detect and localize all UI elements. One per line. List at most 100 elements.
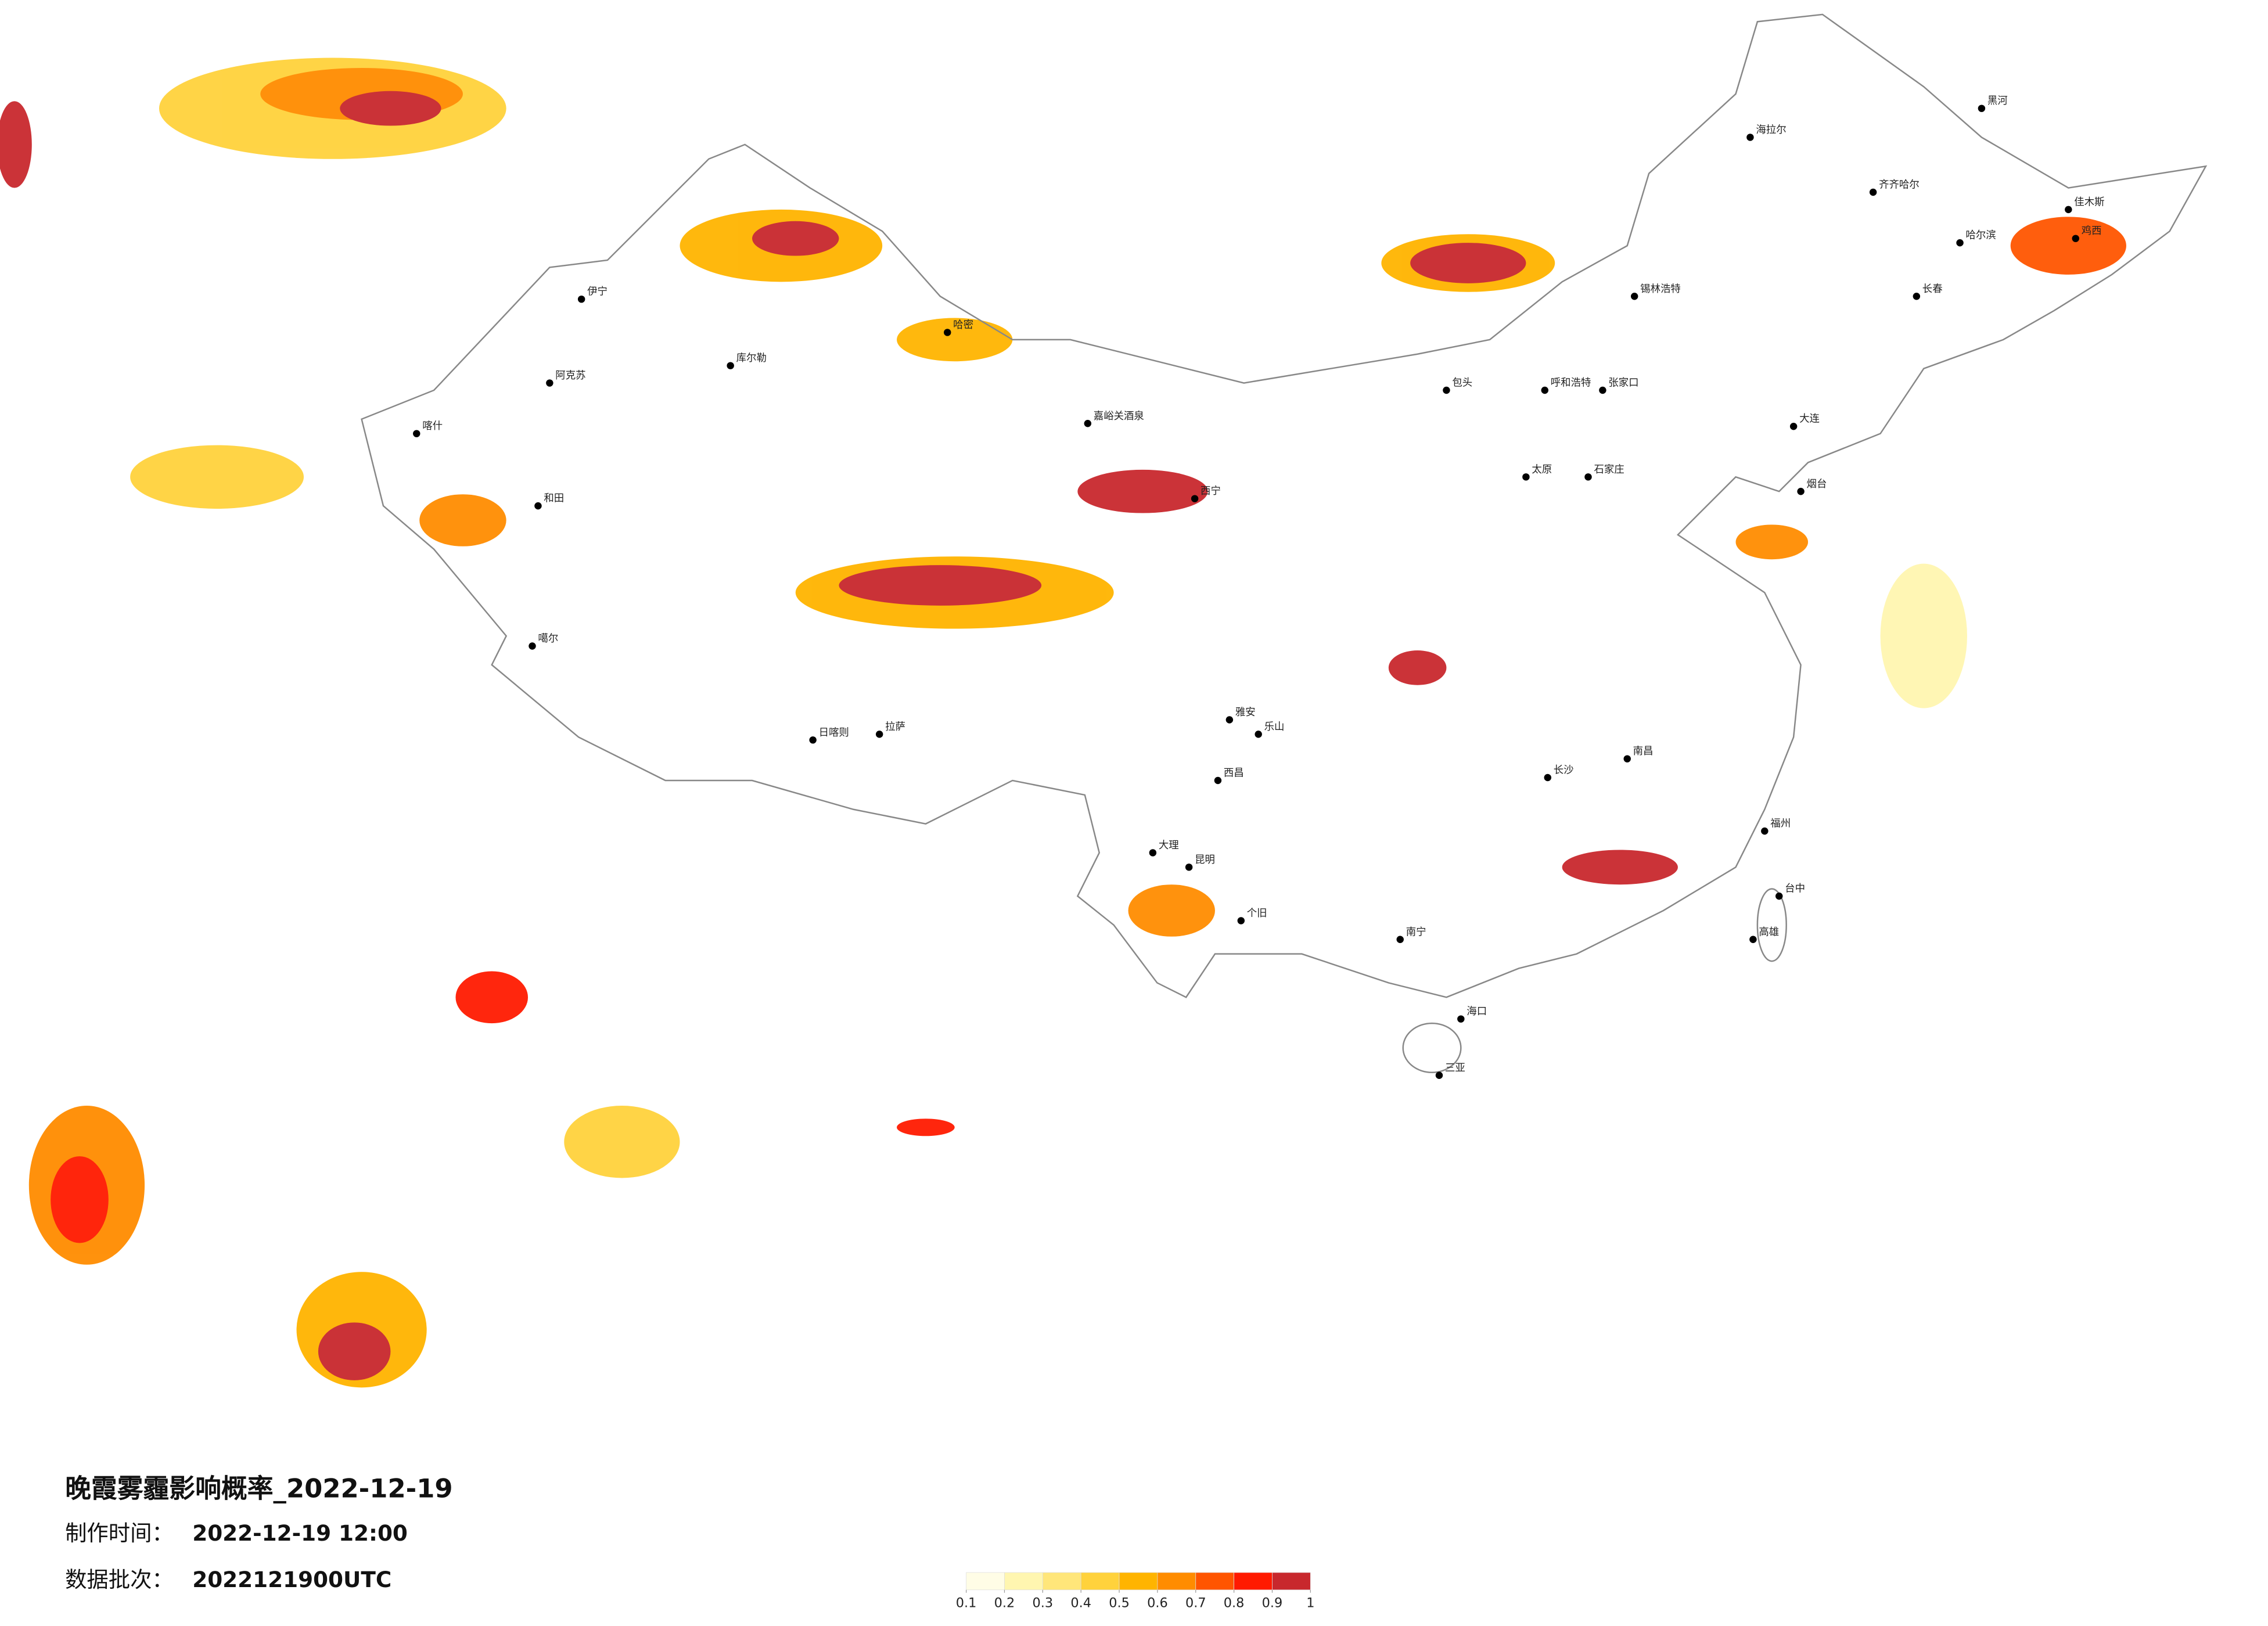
legend-tick-label: 0.6 [1147, 1596, 1168, 1611]
city-dot [1191, 495, 1199, 502]
city-dot [546, 379, 553, 387]
city-label: 喀什 [422, 420, 443, 432]
city-label: 长沙 [1554, 765, 1574, 776]
city-label: 大理 [1159, 840, 1179, 851]
city-label: 雅安 [1235, 707, 1256, 718]
city-dot [577, 295, 585, 303]
city-dot [1435, 1071, 1443, 1079]
city-label: 日喀则 [819, 727, 849, 739]
city-label: 哈密 [953, 319, 973, 331]
city-label: 南宁 [1406, 926, 1426, 938]
legend-swatch [1042, 1572, 1081, 1591]
city-label: 海口 [1467, 1006, 1487, 1017]
city-label: 鸡西 [2082, 225, 2102, 237]
taiwan [1756, 888, 1787, 962]
legend-swatch [1272, 1572, 1311, 1591]
city-dot [1544, 774, 1551, 782]
made-time-label: 制作时间： [65, 1520, 174, 1546]
legend-tick-label: 0.1 [956, 1596, 977, 1611]
city-label: 南昌 [1633, 746, 1654, 757]
city-dot [1396, 936, 1404, 943]
city-label: 烟台 [1807, 479, 1827, 490]
city-label: 佳木斯 [2074, 196, 2104, 208]
batch-label: 数据批次： [65, 1567, 174, 1592]
city-label: 黑河 [1987, 95, 2008, 107]
city-label: 哈尔滨 [1965, 230, 1996, 242]
city-label: 三亚 [1445, 1062, 1465, 1074]
city-dot [1255, 731, 1262, 738]
city-dot [1149, 849, 1157, 857]
city-label: 福州 [1770, 818, 1791, 830]
city-label: 包头 [1452, 377, 1472, 389]
city-dot [1869, 188, 1877, 196]
city-dot [1789, 423, 1798, 430]
city-dot [1457, 1015, 1465, 1023]
city-label: 阿克苏 [555, 370, 585, 382]
city-label: 个旧 [1247, 908, 1267, 919]
city-label: 库尔勒 [736, 352, 767, 364]
city-dot [944, 329, 951, 336]
city-label: 嘉峪关酒泉 [1094, 411, 1144, 422]
haze-field [0, 57, 2126, 1388]
city-dot [1584, 473, 1592, 481]
city-dot [2072, 235, 2079, 242]
city-label: 石家庄 [1594, 464, 1624, 476]
city-label: 呼和浩特 [1551, 377, 1591, 389]
city-label: 大连 [1799, 413, 1820, 425]
city-dot [1775, 892, 1783, 900]
city-label: 高雄 [1759, 926, 1779, 938]
legend-tick-label: 0.3 [1033, 1596, 1054, 1611]
city-dot [1214, 776, 1222, 785]
legend-tick-label: 0.4 [1070, 1596, 1091, 1611]
city-label: 拉萨 [885, 721, 905, 733]
city-dot [1797, 488, 1805, 495]
city-dot [534, 502, 542, 510]
city-dot [1225, 716, 1234, 724]
city-dot [1185, 864, 1193, 871]
city-dot [1541, 386, 1549, 394]
legend-swatch [1195, 1572, 1234, 1591]
legend-swatch [966, 1572, 1005, 1591]
city-dot [413, 430, 420, 437]
city-dot [1443, 386, 1450, 394]
city-dot [1237, 917, 1245, 924]
legend-tick-label: 0.2 [994, 1596, 1015, 1611]
city-label: 张家口 [1608, 377, 1638, 389]
city-label: 台中 [1785, 883, 1805, 895]
legend-tick-label: 0.9 [1262, 1596, 1283, 1611]
city-dot [1599, 386, 1606, 394]
city-dot [1522, 473, 1530, 481]
city-dot [1084, 420, 1092, 427]
city-dot [2065, 206, 2072, 214]
city-label: 太原 [1532, 464, 1552, 476]
legend-swatch [1157, 1572, 1196, 1591]
city-dot [1749, 936, 1757, 943]
hainan [1402, 1022, 1462, 1074]
legend-tick-label: 1 [1306, 1596, 1314, 1611]
legend-swatch [1080, 1572, 1120, 1591]
city-dot [809, 736, 817, 744]
city-dot [529, 642, 536, 650]
city-label: 噶尔 [538, 633, 558, 645]
made-time-value: 2022-12-19 12:00 [192, 1520, 408, 1546]
legend-tick-label: 0.8 [1224, 1596, 1245, 1611]
city-dot [1761, 827, 1769, 835]
city-label: 齐齐哈尔 [1879, 179, 1920, 191]
legend-swatch [1119, 1572, 1158, 1591]
china-border [361, 13, 2208, 998]
legend-tick-label: 0.5 [1109, 1596, 1130, 1611]
city-label: 海拉尔 [1756, 124, 1786, 136]
legend-tick-label: 0.7 [1185, 1596, 1206, 1611]
city-dot [875, 731, 883, 738]
city-label: 伊宁 [587, 286, 608, 298]
city-label: 锡林浩特 [1640, 283, 1681, 295]
city-label: 乐山 [1264, 721, 1285, 733]
city-label: 西昌 [1224, 768, 1244, 779]
map-title: 晚霞雾霾影响概率_2022-12-19 [65, 1473, 453, 1504]
city-label: 和田 [544, 493, 564, 505]
batch-value: 2022121900UTC [192, 1567, 391, 1592]
city-dot [1746, 134, 1754, 141]
city-dot [727, 362, 734, 369]
